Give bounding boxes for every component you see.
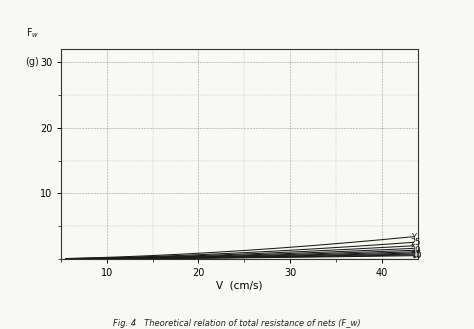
Text: 20: 20 [411,246,421,255]
Text: F$_w$: F$_w$ [26,27,39,40]
Text: 15: 15 [411,250,421,259]
X-axis label: V  (cm/s): V (cm/s) [217,281,263,291]
Text: Fig. 4   Theoretical relation of total resistance of nets (F_w): Fig. 4 Theoretical relation of total res… [113,319,361,328]
Text: 10: 10 [411,251,421,260]
Text: 25: 25 [411,238,421,247]
Text: (g): (g) [26,57,39,67]
Text: Y: Y [411,233,416,241]
